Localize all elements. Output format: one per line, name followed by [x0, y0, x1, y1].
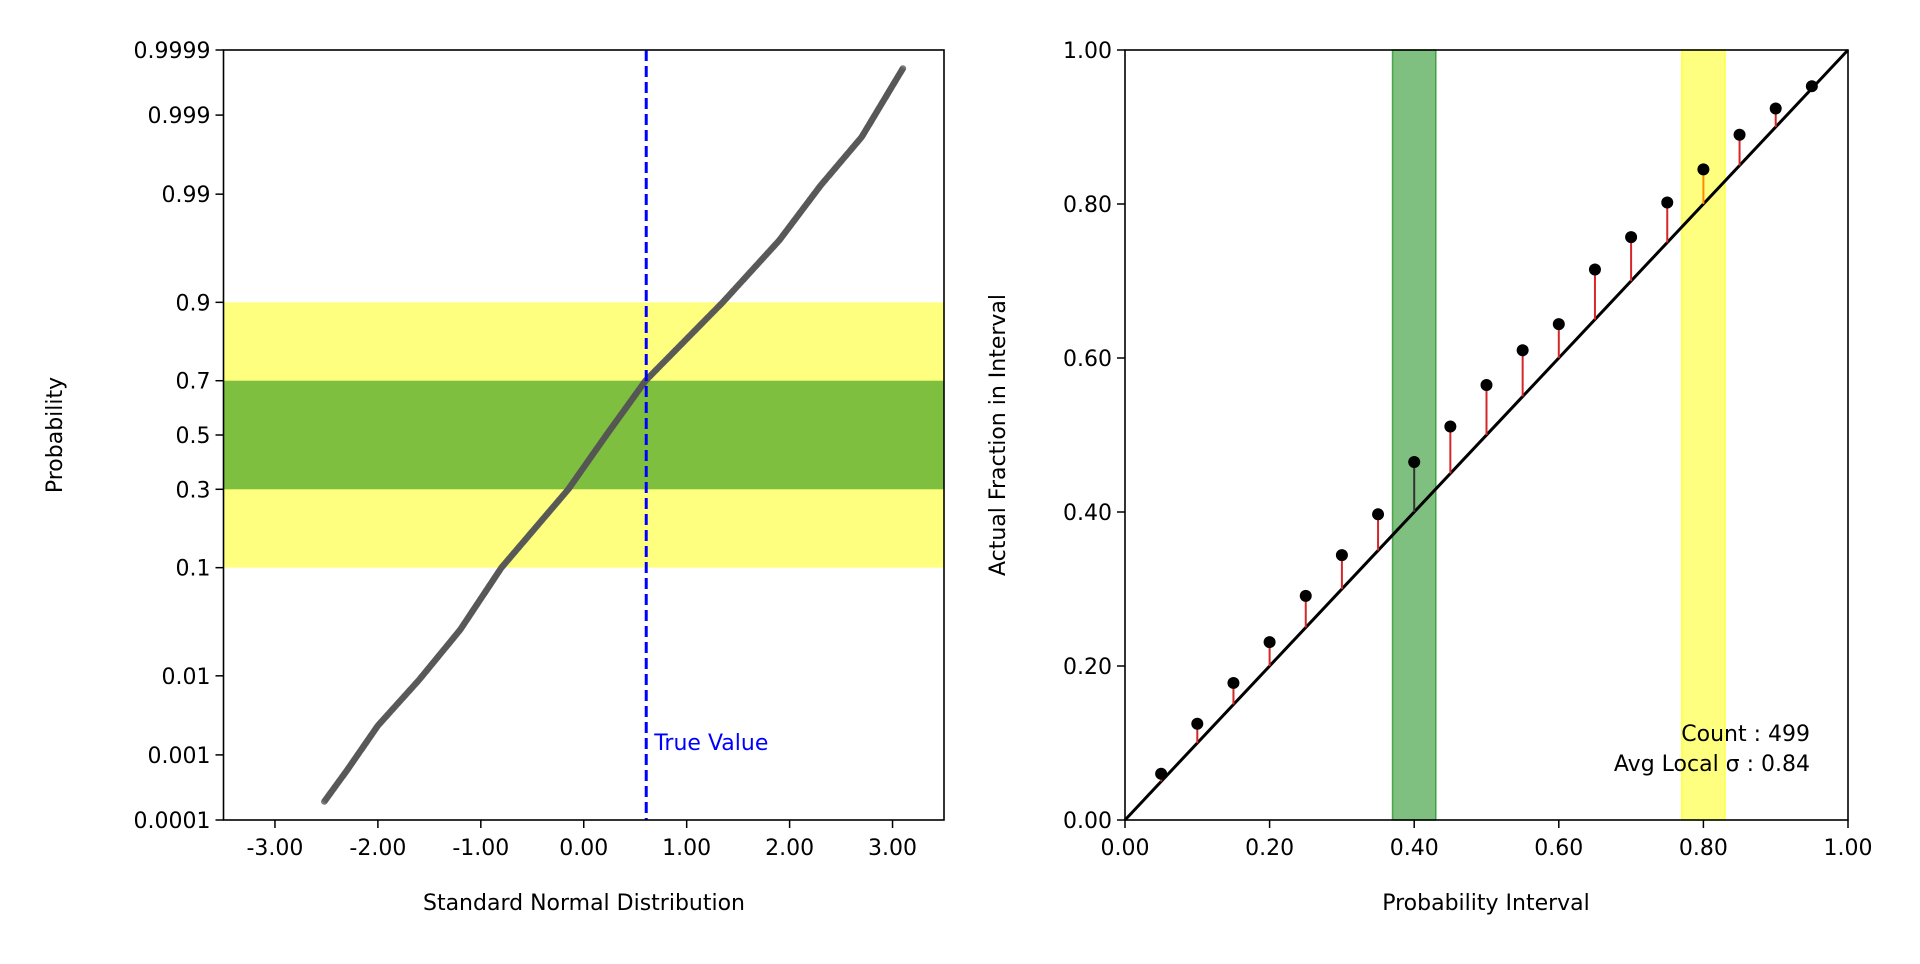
y-tick-label: 0.3 — [176, 478, 211, 503]
data-point — [1552, 318, 1565, 331]
data-point — [1769, 102, 1782, 115]
y-tick-label: 0.40 — [1063, 501, 1112, 526]
x-tick-label: 3.00 — [868, 836, 917, 861]
y-tick-label: 0.01 — [162, 665, 211, 690]
data-point — [1408, 455, 1421, 468]
probability-plot: True Value -3.00 -2.00 -1.00 0.00 1.00 2.00 3.… — [43, 39, 945, 916]
y-tick-label: 0.7 — [176, 370, 211, 395]
x-tick-label: 0.60 — [1534, 836, 1583, 861]
count-annotation: Count : 499 — [1681, 722, 1810, 747]
data-point — [1155, 767, 1168, 780]
y-tick-label: 0.9999 — [134, 39, 211, 64]
y-tick-label: 0.0001 — [134, 809, 211, 834]
data-point — [1372, 508, 1385, 521]
y-tick-label: 0.60 — [1063, 347, 1112, 372]
data-point — [1733, 128, 1746, 141]
y-tick-label: 0.80 — [1063, 193, 1112, 218]
right-x-axis-label: Probability Interval — [1382, 891, 1590, 916]
x-tick-label: 0.20 — [1245, 836, 1294, 861]
y-tick-label: 0.00 — [1063, 809, 1112, 834]
data-point — [899, 65, 907, 72]
data-point — [1588, 263, 1601, 276]
x-tick-label: 1.00 — [662, 836, 711, 861]
data-point — [1516, 344, 1529, 357]
x-tick-label: 0.80 — [1679, 836, 1728, 861]
x-tick-label: 0.00 — [559, 836, 608, 861]
data-point — [1444, 420, 1457, 433]
y-tick-label: 0.5 — [176, 424, 211, 449]
sigma-annotation: Avg Local σ : 0.84 — [1614, 752, 1810, 777]
calibration-plot: Count : 499 Avg Local σ : 0.84 0.000.00 0… — [986, 39, 1872, 916]
y-tick-label: 0.999 — [148, 104, 211, 129]
x-tick-label: 0.40 — [1390, 836, 1439, 861]
right-axes-frame — [1124, 49, 1849, 821]
right-y-axis-label: Actual Fraction in Interval — [986, 294, 1011, 576]
left-band-1 — [223, 380, 944, 490]
y-tick-label: 1.00 — [1063, 39, 1112, 64]
x-tick-label: 1.00 — [1824, 836, 1873, 861]
data-point — [1191, 717, 1204, 730]
data-point — [1299, 589, 1312, 602]
x-tick-label: 2.00 — [765, 836, 814, 861]
data-point — [1697, 163, 1710, 176]
x-tick-label: -1.00 — [452, 836, 509, 861]
data-point — [1625, 231, 1638, 244]
y-tick-label: 0.1 — [176, 557, 211, 582]
y-tick-label: 0.001 — [148, 744, 211, 769]
x-tick-label: -3.00 — [246, 836, 303, 861]
data-point — [1480, 378, 1493, 391]
x-tick-label: -2.00 — [349, 836, 406, 861]
right-band-0 — [1391, 49, 1437, 821]
left-y-axis-label: Probability — [43, 377, 68, 493]
y-tick-label: 0.9 — [176, 291, 211, 316]
data-point — [1335, 549, 1348, 562]
y-tick-label: 0.99 — [162, 183, 211, 208]
data-point — [1227, 676, 1240, 689]
x-tick-label: 0.00 — [1101, 836, 1150, 861]
data-point — [1661, 196, 1674, 209]
left-x-axis-label: Standard Normal Distribution — [423, 891, 745, 916]
data-point — [1805, 80, 1818, 93]
y-tick-label: 0.20 — [1063, 655, 1112, 680]
true-value-label: True Value — [653, 731, 768, 756]
data-point — [1263, 636, 1276, 649]
